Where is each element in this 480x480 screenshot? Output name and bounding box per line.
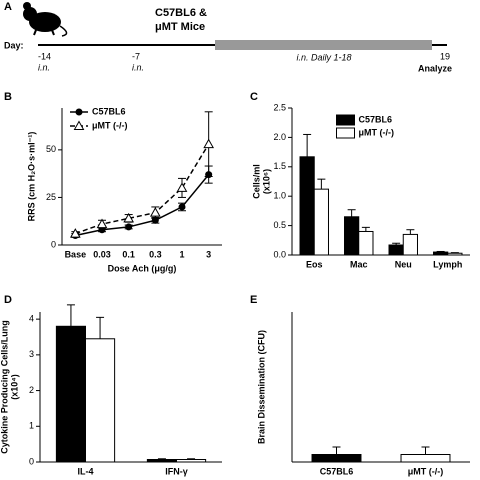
y-tick-label: 1.5 <box>273 161 286 171</box>
error-bar <box>187 458 196 460</box>
error-bar <box>157 458 166 460</box>
x-tick-label: 0.1 <box>122 249 135 259</box>
x-tick-label: μMT (-/-) <box>408 466 444 476</box>
y-tick-label: 25 <box>46 192 56 202</box>
mouse-icon <box>23 2 68 37</box>
y-axis-label: RRS (cm H₂O·s·ml⁻¹) <box>26 132 36 222</box>
y-axis-label: Cells/ml <box>251 164 261 199</box>
y-tick-label: 0 <box>29 456 34 466</box>
marker <box>203 138 215 149</box>
x-tick-label: 1 <box>179 249 184 259</box>
legend-swatch <box>336 127 355 139</box>
y-tick-label: 2.5 <box>273 102 286 112</box>
bar <box>447 252 463 256</box>
x-tick-label: 0.03 <box>93 249 111 259</box>
error-bar <box>421 446 430 455</box>
x-tick-label: IFN-γ <box>165 466 188 476</box>
y-axis-label: (x10⁴) <box>9 374 19 399</box>
bar <box>176 459 207 463</box>
y-tick-label: 3 <box>29 349 34 359</box>
bar <box>299 156 315 256</box>
y-tick-label: 0 <box>51 239 56 249</box>
error-bar <box>450 252 459 254</box>
bar <box>311 454 362 463</box>
marker <box>176 182 188 192</box>
marker <box>125 223 133 231</box>
series-line <box>75 174 210 237</box>
x-tick-label: 3 <box>206 249 211 259</box>
legend-label: μMT (-/-) <box>92 120 128 130</box>
error-bar <box>332 446 341 455</box>
x-tick-label: Eos <box>306 259 323 269</box>
legend-swatch <box>336 114 355 126</box>
legend-marker <box>75 108 83 116</box>
error-bar <box>317 178 326 190</box>
panel-label: B <box>4 91 12 103</box>
panel-label: C <box>250 91 258 103</box>
y-tick-label: 50 <box>46 144 56 154</box>
bar <box>358 230 374 256</box>
x-tick-label: Lymph <box>433 259 462 269</box>
error-bar <box>96 316 105 339</box>
panel-title: C57BL6 & <box>155 7 207 19</box>
x-tick-label: C57BL6 <box>320 466 354 476</box>
marker <box>123 212 135 223</box>
y-tick-label: 4 <box>29 314 34 324</box>
y-tick-label: 1.0 <box>273 191 286 201</box>
y-axis-label: Cytokine Producing Cells/Lung <box>0 320 9 454</box>
y-axis-label: Brain Dissemination (CFU) <box>256 330 266 444</box>
error-bar <box>361 226 370 232</box>
marker <box>149 207 161 217</box>
bar <box>85 338 116 463</box>
error-bar <box>392 242 401 246</box>
legend-label: C57BL6 <box>92 106 126 116</box>
day: -14 <box>38 51 51 61</box>
y-tick-label: 2 <box>29 385 34 395</box>
x-tick-label: IL-4 <box>77 466 93 476</box>
bar <box>388 244 404 256</box>
x-tick-label: 0.3 <box>149 249 162 259</box>
y-tick-label: 0.5 <box>273 220 286 230</box>
bar <box>146 459 178 463</box>
panel-title: μMT Mice <box>155 21 205 33</box>
daily-bar <box>215 40 432 50</box>
bar <box>344 216 360 256</box>
x-tick-label: Neu <box>395 259 412 269</box>
daily-label: i.n. Daily 1-18 <box>296 52 351 62</box>
day: -7 <box>132 51 140 61</box>
day-note: Analyze <box>418 63 452 73</box>
day: 19 <box>440 51 450 61</box>
x-axis-label: Dose Ach (μg/g) <box>108 263 177 273</box>
error-bar <box>66 304 75 327</box>
error-bar <box>303 133 312 157</box>
x-tick-label: Base <box>65 249 87 259</box>
legend-label: μMT (-/-) <box>359 127 395 137</box>
y-tick-label: 0.0 <box>273 249 286 259</box>
bar <box>55 325 87 463</box>
y-axis-label: (x10⁶) <box>261 169 271 194</box>
y-tick-label: 2.0 <box>273 132 286 142</box>
legend-marker <box>73 120 85 130</box>
panel-label: A <box>4 1 12 13</box>
error-bar <box>347 209 356 217</box>
day-note: i.n. <box>132 62 144 72</box>
y-tick-label: 1 <box>29 421 34 431</box>
marker <box>178 203 186 211</box>
marker <box>69 228 81 238</box>
error-bar <box>436 250 445 253</box>
day-label: Day: <box>4 40 24 50</box>
panel-label: E <box>250 294 257 306</box>
x-tick-label: Mac <box>350 259 368 269</box>
error-bar <box>406 229 415 235</box>
bar <box>313 188 329 256</box>
day-note: i.n. <box>38 62 50 72</box>
legend-label: C57BL6 <box>359 114 393 124</box>
bar <box>402 233 418 256</box>
marker <box>96 218 108 229</box>
bar <box>433 251 449 256</box>
bar <box>400 454 451 463</box>
panel-label: D <box>4 294 12 306</box>
